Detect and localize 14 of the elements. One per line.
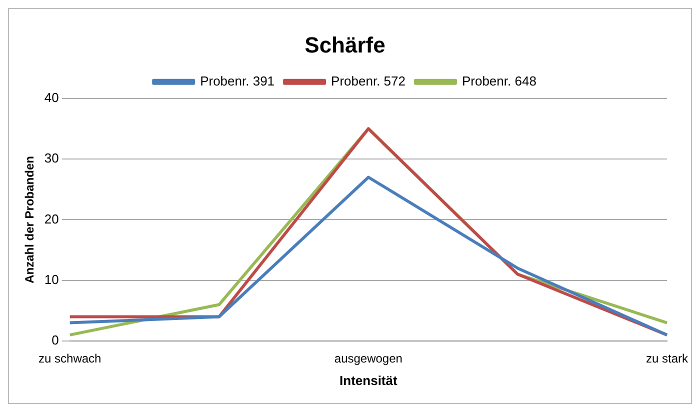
- y-tick-label: 30: [44, 150, 59, 166]
- legend-label: Probenr. 648: [462, 73, 536, 88]
- legend-label: Probenr. 391: [200, 73, 275, 88]
- x-tick-label: zu stark: [646, 352, 689, 366]
- chart-title: Schärfe: [304, 32, 386, 58]
- y-tick-label: 0: [52, 332, 59, 348]
- y-tick-label: 20: [44, 211, 59, 226]
- y-tick-label: 40: [44, 90, 59, 105]
- y-tick-label: 10: [44, 272, 59, 287]
- x-axis-title: Intensität: [340, 372, 398, 388]
- x-tick-label: zu schwach: [38, 352, 102, 366]
- y-axis-title: Anzahl der Probanden: [22, 156, 37, 284]
- legend-label: Probenr. 572: [331, 73, 406, 88]
- x-tick-label: ausgewogen: [334, 352, 402, 366]
